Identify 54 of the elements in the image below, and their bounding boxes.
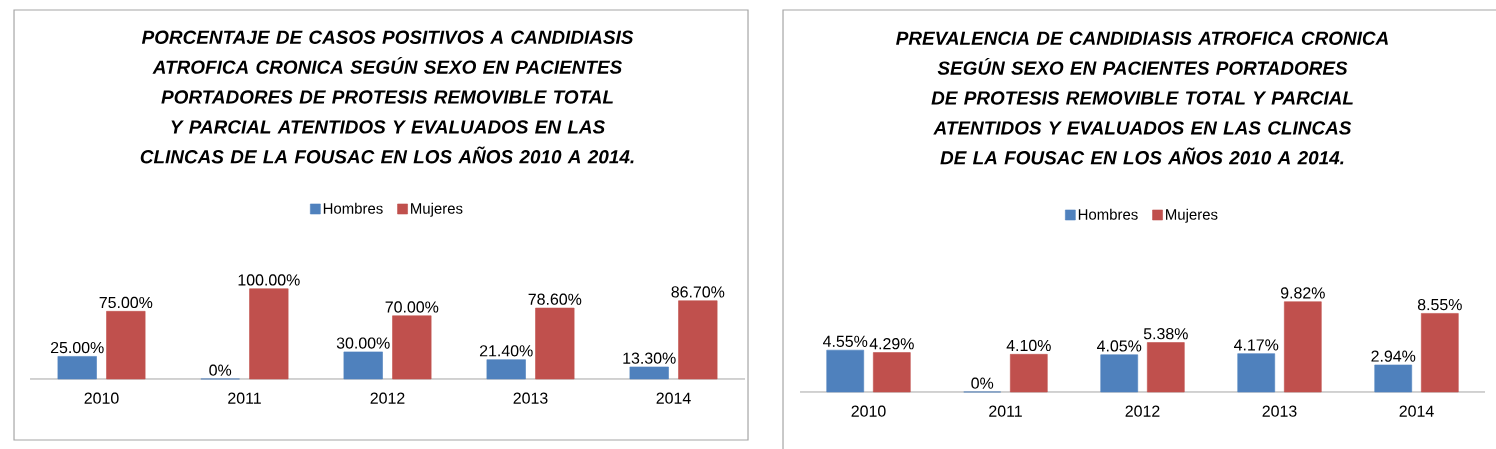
bar <box>1100 354 1139 393</box>
bar <box>1010 354 1048 393</box>
data-label: 8.55% <box>1417 298 1462 311</box>
data-label: 4.05% <box>1096 340 1142 352</box>
bar <box>629 366 669 380</box>
data-label: 30.00% <box>336 337 390 349</box>
bar <box>1421 313 1459 393</box>
bar <box>392 315 432 380</box>
data-label: 5.38% <box>1143 328 1188 340</box>
bar <box>1284 301 1322 393</box>
data-label: 70.00% <box>385 301 439 313</box>
x-tick-label: 2013 <box>1262 405 1297 417</box>
chart-title: PREVALENCIA DE CANDIDIASIS ATROFICA CRONICA SEGÚN SEXO EN PACIENTES PORTADORES DE PROTESIS REMOVIBLE TOTAL Y PARCIAL ATENTIDOS Y EVALUADOS EN LAS CLINCAS DE LA FOUSAC EN LOS AÑOS 2010 A 2014. <box>896 31 1388 165</box>
data-label: 2.94% <box>1371 350 1416 362</box>
data-label: 100.00% <box>238 274 300 286</box>
bar <box>1237 353 1276 393</box>
data-label: 86.70% <box>671 286 725 298</box>
bar <box>106 311 146 380</box>
bar <box>1147 342 1185 393</box>
data-label: 75.00% <box>99 296 153 309</box>
bar <box>249 288 289 380</box>
bar <box>57 356 97 380</box>
bar <box>826 349 865 393</box>
data-label: 0% <box>971 377 994 389</box>
data-label: 9.82% <box>1280 287 1325 299</box>
data-label: 13.30% <box>623 352 676 364</box>
bar <box>873 352 911 393</box>
legend-label: Mujeres <box>411 202 463 217</box>
data-label: 78.60% <box>528 293 582 305</box>
x-tick-label: 2014 <box>656 392 691 404</box>
legend-label: Hombres <box>1078 208 1138 220</box>
x-tick-label: 2012 <box>370 392 405 404</box>
x-tick-label: 2010 <box>851 405 886 417</box>
data-label: 21.40% <box>479 345 533 357</box>
x-tick-label: 2014 <box>1399 405 1434 417</box>
bar <box>678 300 718 380</box>
bar <box>1374 364 1413 393</box>
data-label: 4.29% <box>869 338 914 350</box>
data-label: 0% <box>209 364 232 376</box>
legend-label: Hombres <box>323 202 383 214</box>
x-tick-label: 2013 <box>513 392 548 404</box>
chart-title: PORCENTAJE DE CASOS POSITIVOS A CANDIDIASIS ATROFICA CRONICA SEGÚN SEXO EN PACIENTES PORTADORES DE PROTESIS REMOVIBLE TOTAL Y PARCIAL ATENTIDOS Y EVALUADOS EN LAS CLINCAS DE LA FOUSAC EN LOS AÑOS 2010 A 2014. <box>140 30 634 164</box>
bar <box>486 359 526 380</box>
data-label: 4.10% <box>1006 339 1051 352</box>
x-tick-label: 2011 <box>989 405 1022 417</box>
bar <box>535 307 575 380</box>
legend-label: Mujeres <box>1166 208 1218 223</box>
data-label: 4.55% <box>822 335 868 347</box>
x-tick-label: 2012 <box>1125 405 1160 417</box>
bar <box>343 351 383 380</box>
x-tick-label: 2011 <box>228 392 261 404</box>
data-label: 4.17% <box>1233 339 1279 351</box>
data-label: 25.00% <box>50 341 104 354</box>
x-tick-label: 2010 <box>84 392 119 404</box>
